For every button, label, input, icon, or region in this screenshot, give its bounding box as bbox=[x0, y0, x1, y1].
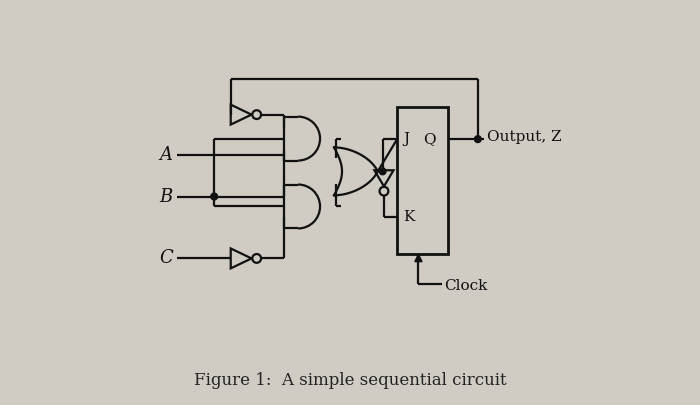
Circle shape bbox=[379, 168, 386, 175]
Text: C: C bbox=[159, 249, 173, 267]
Text: Figure 1:  A simple sequential circuit: Figure 1: A simple sequential circuit bbox=[194, 372, 506, 389]
Text: Q: Q bbox=[424, 132, 436, 146]
Text: Clock: Clock bbox=[444, 279, 488, 293]
Text: K: K bbox=[403, 211, 415, 224]
Circle shape bbox=[475, 136, 481, 143]
Bar bbox=[397, 107, 448, 254]
Text: J: J bbox=[403, 132, 410, 146]
Circle shape bbox=[211, 193, 218, 200]
Text: Output, Z: Output, Z bbox=[486, 130, 561, 144]
Text: A: A bbox=[160, 145, 173, 164]
Polygon shape bbox=[415, 254, 422, 262]
Text: B: B bbox=[160, 188, 173, 205]
